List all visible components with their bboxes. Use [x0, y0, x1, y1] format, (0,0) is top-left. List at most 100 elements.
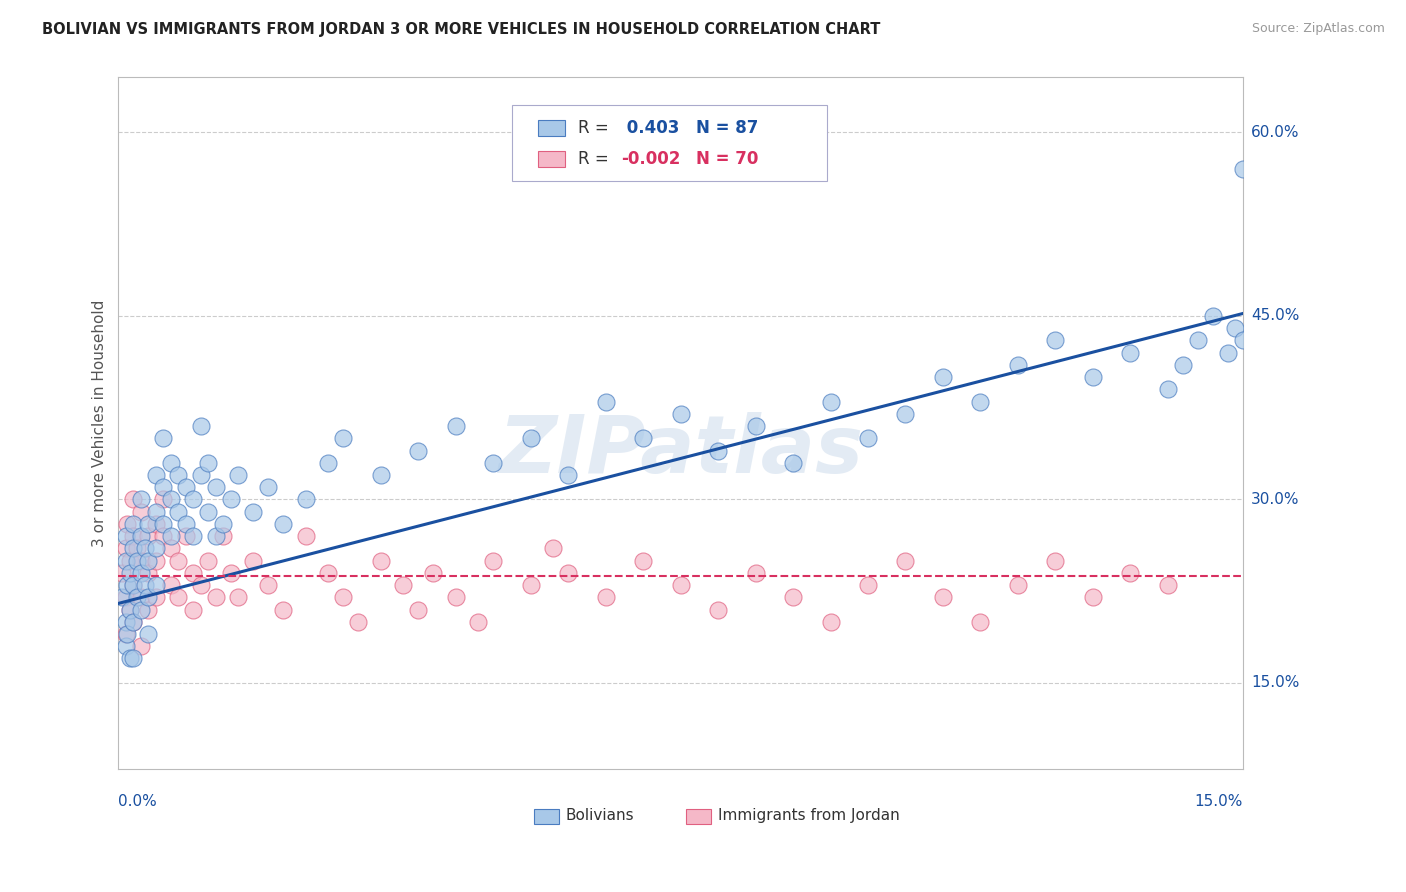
Point	[115, 529, 138, 543]
Point	[118, 602, 141, 616]
Point	[118, 553, 141, 567]
Point	[134, 578, 156, 592]
Point	[1157, 578, 1180, 592]
Point	[820, 394, 842, 409]
Point	[118, 602, 141, 616]
Point	[145, 516, 167, 531]
Point	[190, 467, 212, 482]
Point	[174, 529, 197, 543]
Point	[138, 516, 160, 531]
Point	[444, 419, 467, 434]
Point	[295, 492, 318, 507]
Point	[242, 553, 264, 567]
Point	[183, 566, 205, 580]
Point	[707, 443, 730, 458]
Point	[115, 553, 138, 567]
Point	[1081, 370, 1104, 384]
Text: 15.0%: 15.0%	[1195, 794, 1243, 808]
Point	[152, 431, 174, 445]
Point	[127, 541, 149, 556]
Point	[370, 553, 392, 567]
Point	[669, 407, 692, 421]
Point	[127, 591, 149, 605]
Point	[138, 566, 160, 580]
Point	[129, 529, 152, 543]
Point	[932, 591, 955, 605]
Point	[856, 431, 879, 445]
Point	[595, 591, 617, 605]
Point	[122, 541, 145, 556]
Point	[1202, 309, 1225, 323]
Point	[257, 480, 280, 494]
Point	[969, 615, 991, 629]
Text: R =: R =	[578, 119, 614, 136]
Point	[219, 566, 242, 580]
Point	[122, 516, 145, 531]
Text: BOLIVIAN VS IMMIGRANTS FROM JORDAN 3 OR MORE VEHICLES IN HOUSEHOLD CORRELATION C: BOLIVIAN VS IMMIGRANTS FROM JORDAN 3 OR …	[42, 22, 880, 37]
Text: 60.0%: 60.0%	[1251, 125, 1299, 140]
Point	[519, 578, 541, 592]
Point	[444, 591, 467, 605]
Point	[117, 516, 139, 531]
Point	[118, 566, 141, 580]
Point	[138, 553, 160, 567]
FancyBboxPatch shape	[686, 809, 711, 824]
Point	[122, 529, 145, 543]
FancyBboxPatch shape	[538, 151, 565, 168]
FancyBboxPatch shape	[512, 105, 827, 181]
Point	[122, 615, 145, 629]
Point	[257, 578, 280, 592]
Point	[228, 467, 250, 482]
Point	[145, 591, 167, 605]
Point	[183, 602, 205, 616]
Point	[1171, 358, 1194, 372]
Point	[138, 591, 160, 605]
Point	[167, 505, 190, 519]
Point	[1232, 334, 1254, 348]
Point	[122, 651, 145, 665]
Point	[205, 480, 228, 494]
Point	[152, 480, 174, 494]
Point	[242, 505, 264, 519]
Point	[129, 505, 152, 519]
Point	[782, 456, 804, 470]
Y-axis label: 3 or more Vehicles in Household: 3 or more Vehicles in Household	[93, 300, 107, 547]
Point	[1119, 566, 1142, 580]
Text: Bolivians: Bolivians	[567, 808, 634, 823]
Point	[406, 602, 429, 616]
Point	[115, 615, 138, 629]
Point	[467, 615, 489, 629]
Point	[145, 578, 167, 592]
Text: 0.0%: 0.0%	[118, 794, 157, 808]
Text: N = 87: N = 87	[696, 119, 759, 136]
Text: N = 70: N = 70	[696, 150, 759, 168]
Point	[115, 591, 138, 605]
Text: 30.0%: 30.0%	[1251, 491, 1299, 507]
Point	[205, 529, 228, 543]
Point	[160, 492, 183, 507]
Point	[1045, 334, 1067, 348]
Point	[111, 591, 134, 605]
Point	[160, 541, 183, 556]
Point	[129, 553, 152, 567]
Point	[744, 566, 766, 580]
Point	[122, 615, 145, 629]
Point	[557, 467, 579, 482]
Point	[932, 370, 955, 384]
Point	[856, 578, 879, 592]
Point	[118, 651, 141, 665]
Point	[541, 541, 564, 556]
Point	[160, 529, 183, 543]
Text: 0.403: 0.403	[621, 119, 679, 136]
Point	[212, 529, 235, 543]
Point	[332, 591, 354, 605]
Point	[122, 578, 145, 592]
Point	[1157, 382, 1180, 396]
Point	[332, 431, 354, 445]
Point	[482, 456, 505, 470]
Point	[190, 419, 212, 434]
Point	[160, 456, 183, 470]
Point	[197, 456, 219, 470]
Point	[122, 492, 145, 507]
Point	[115, 541, 138, 556]
